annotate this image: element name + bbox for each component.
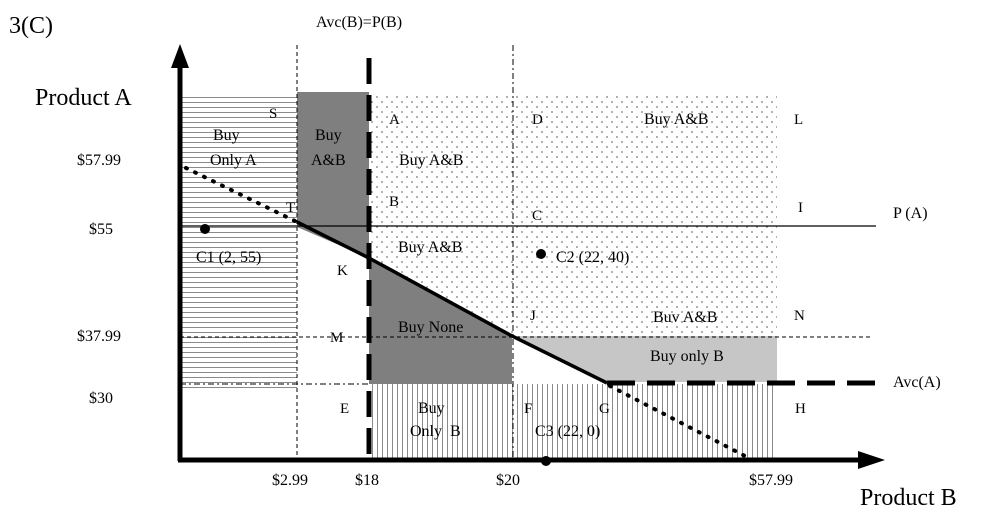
y-tick-55: $55 — [89, 221, 113, 238]
y-tick-37-99: $37.99 — [77, 328, 121, 345]
region-label-buy-only-b-bottom-1: Buy — [418, 400, 445, 417]
avc-b-label: Avc(B)=P(B) — [316, 14, 402, 31]
point-C: C — [532, 208, 542, 224]
point-S: S — [269, 106, 277, 122]
region-label-buy-none: Buy None — [398, 319, 463, 336]
point-T: T — [286, 200, 295, 216]
region-buy-ab-dark-top — [297, 92, 369, 227]
point-F: F — [524, 401, 532, 417]
point-H: H — [795, 401, 806, 417]
figure-label: 3(C) — [9, 13, 53, 39]
y-tick-57-99: $57.99 — [77, 152, 121, 169]
boundary-line — [296, 220, 608, 385]
region-label-buy-only-a-2: Only A — [210, 152, 257, 169]
y-axis-title: Product A — [35, 85, 132, 111]
point-N: N — [794, 308, 805, 324]
c2-dot — [536, 249, 546, 259]
budget-dotted-upper — [184, 166, 299, 224]
region-label-buy-ab-dark-2: A&B — [311, 152, 346, 169]
point-G: G — [599, 401, 610, 417]
c1-dot — [200, 224, 210, 234]
y-tick-30: $30 — [89, 390, 113, 407]
point-M: M — [330, 330, 343, 346]
avc-a-label: Avc(A) — [893, 374, 941, 391]
x-axis-arrow — [858, 451, 885, 469]
point-K: K — [337, 263, 348, 279]
x-tick-2-99: $2.99 — [272, 472, 308, 489]
region-label-buy-ab-dark-1: Buy — [315, 127, 342, 144]
region-buy-only-a — [180, 94, 297, 388]
point-D: D — [532, 112, 543, 128]
point-B: B — [389, 194, 399, 210]
region-label-buy-only-a-1: Buy — [213, 127, 240, 144]
c3-dot — [541, 456, 551, 466]
region-label-buy-ab-upper: Buy A&B — [399, 152, 463, 169]
region-label-buy-ab-right: Buv A&B — [653, 309, 717, 326]
c3-label: C3 (22, 0) — [535, 423, 600, 440]
region-buy-only-b-light — [512, 336, 777, 382]
point-I: I — [798, 200, 803, 216]
point-A: A — [389, 112, 400, 128]
region-label-buy-only-b-right: Buy only B — [650, 348, 724, 365]
x-tick-20: $20 — [496, 472, 520, 489]
point-L: L — [794, 112, 803, 128]
x-axis-title: Product B — [860, 485, 957, 511]
p-a-label: P (A) — [893, 205, 928, 222]
region-label-buy-only-b-bottom-2: Only B — [410, 423, 461, 440]
c1-label: C1 (2, 55) — [196, 249, 261, 266]
point-J: J — [530, 308, 536, 324]
x-tick-57-99: $57.99 — [749, 472, 793, 489]
region-buy-only-b-bottom — [369, 384, 777, 458]
region-buy-none — [369, 258, 512, 384]
x-tick-18: $18 — [355, 472, 379, 489]
c2-label: C2 (22, 40) — [556, 249, 629, 266]
region-label-buy-ab-mid: Buy A&B — [398, 239, 462, 256]
point-E: E — [340, 401, 349, 417]
region-label-buy-ab-topright: Buy A&B — [644, 111, 708, 128]
y-axis-arrow — [171, 44, 189, 68]
